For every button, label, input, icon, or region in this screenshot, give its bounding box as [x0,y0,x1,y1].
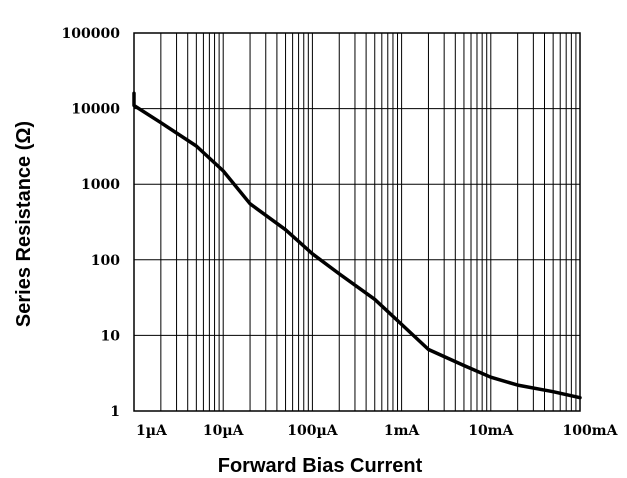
x-tick-labels: 1µA 10µA 100µA 1mA 10mA 100mA [136,423,619,439]
plot-frame [133,32,581,412]
x-tick-label: 1µA [136,423,168,439]
x-tick-label: 100mA [563,423,619,439]
y-tick-labels: 1 10 100 1000 10000 100000 [62,26,121,420]
y-tick-label: 1000 [81,177,120,193]
y-tick-label: 10 [101,328,121,344]
x-tick-label: 100µA [287,423,338,439]
y-tick-label: 100000 [62,26,121,42]
x-axis-title: Forward Bias Current [218,455,423,477]
y-tick-label: 10000 [71,102,120,118]
series-resistance-curve [132,91,582,400]
y-tick-label: 1 [110,404,120,420]
y-tick-label: 100 [91,253,120,269]
x-tick-label: 10mA [468,423,514,439]
plot-grid [133,32,580,412]
y-axis-title: Series Resistance (Ω) [13,121,35,327]
x-tick-label: 10µA [203,423,245,439]
x-tick-label: 1mA [384,423,421,439]
